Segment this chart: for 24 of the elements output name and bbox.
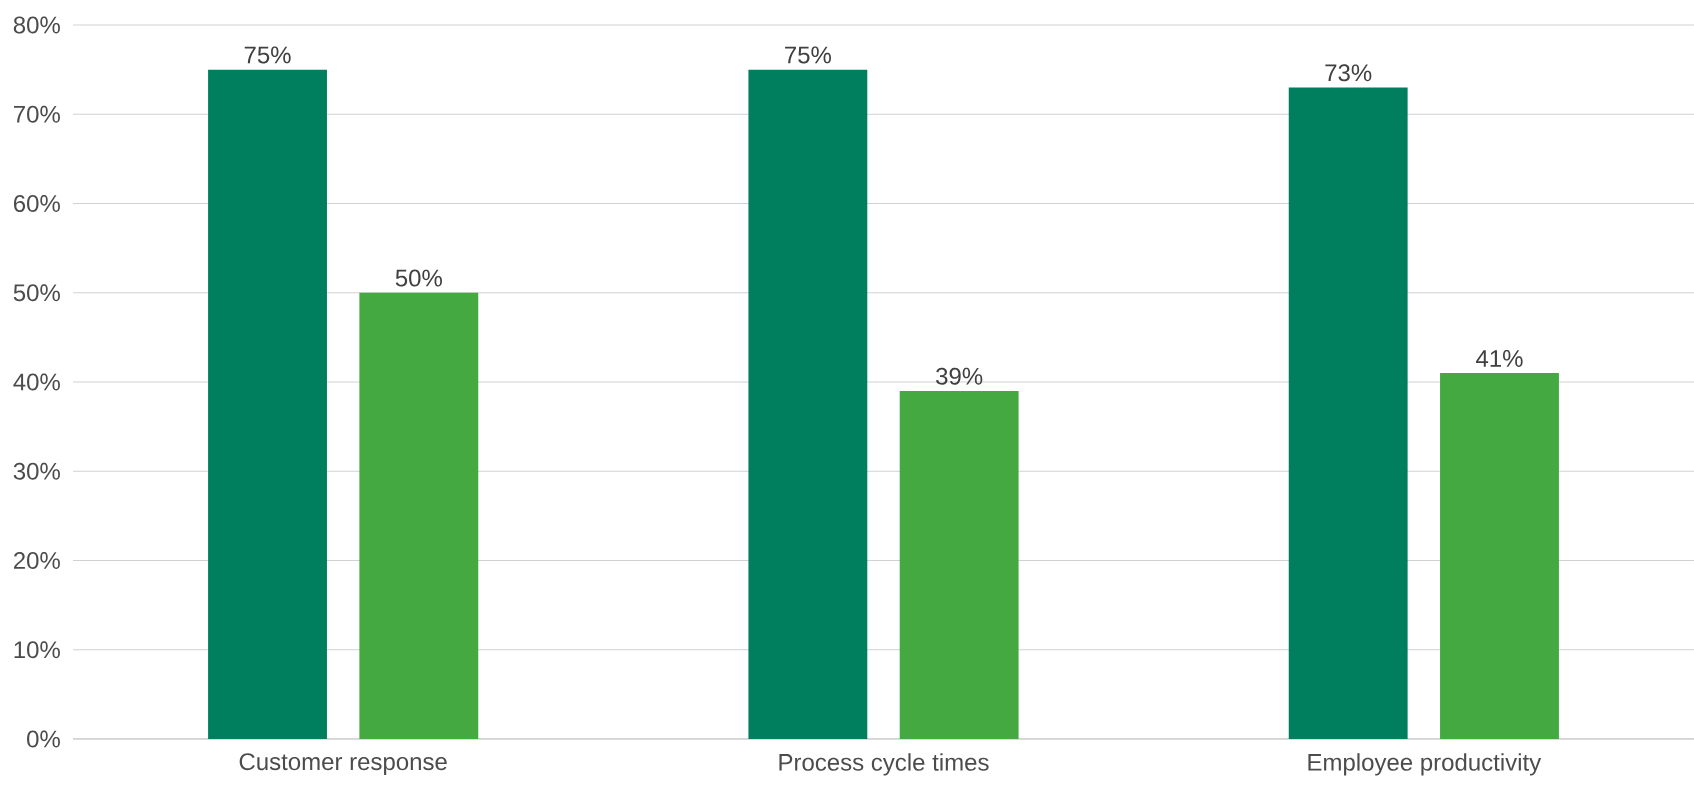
bar	[359, 292, 479, 739]
y-tick-label: 20%	[13, 552, 60, 569]
bar	[1440, 373, 1559, 739]
y-tick-label: 0%	[27, 730, 60, 748]
data-label: 41%	[1476, 350, 1523, 367]
data-label: 39%	[936, 367, 983, 385]
y-tick-label: 80%	[13, 16, 60, 34]
data-label: 75%	[244, 46, 291, 64]
y-tick-label: 60%	[13, 195, 60, 212]
y-tick-label: 70%	[13, 105, 60, 123]
bar	[208, 69, 327, 739]
y-tick-label: 10%	[14, 641, 60, 659]
bar	[1288, 87, 1408, 739]
bar	[748, 69, 868, 739]
x-tick-label: Employee productivity	[1308, 753, 1542, 776]
x-tick-label: Process cycle times	[779, 753, 989, 776]
y-tick-label: 30%	[13, 462, 60, 480]
y-tick-label: 50%	[13, 284, 60, 302]
y-tick-label: 40%	[13, 373, 60, 391]
data-label: 75%	[785, 46, 832, 64]
x-tick-label: Customer response	[239, 753, 447, 775]
data-label: 73%	[1325, 64, 1372, 82]
bar	[899, 390, 1019, 739]
data-label: 50%	[395, 269, 442, 287]
